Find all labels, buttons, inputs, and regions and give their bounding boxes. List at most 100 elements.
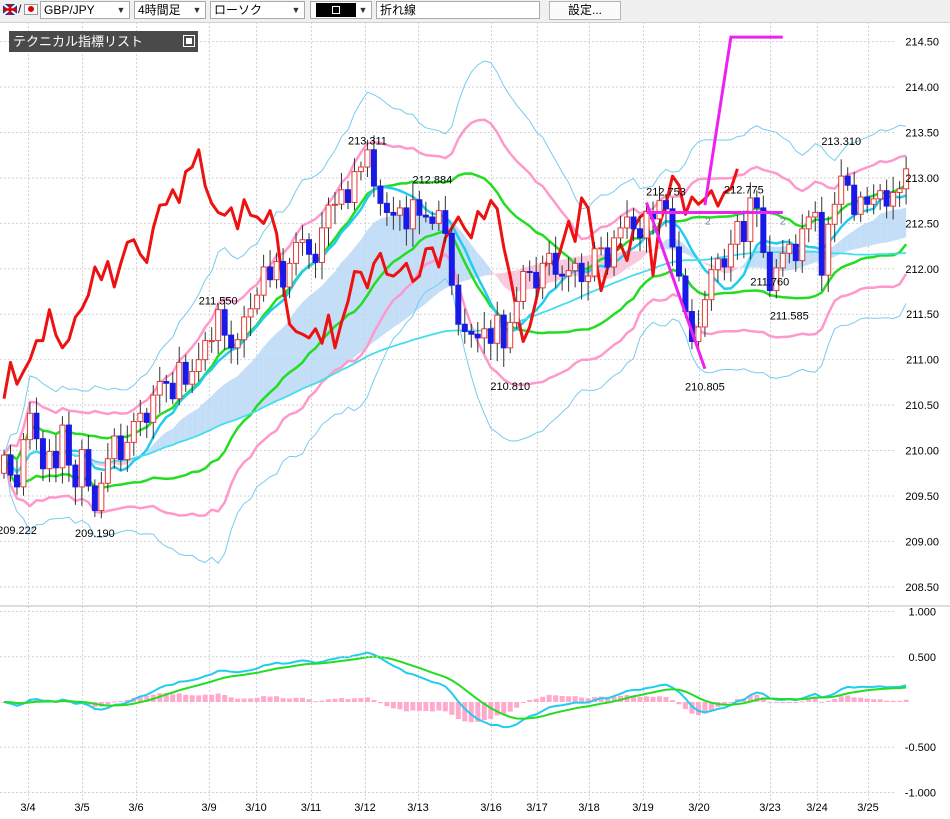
macd-histogram-bar — [540, 696, 546, 702]
chevron-down-icon: ▼ — [358, 5, 368, 15]
candle-body — [481, 328, 488, 339]
macd-histogram-bar — [209, 694, 215, 702]
macd-histogram-bar — [702, 702, 708, 714]
indicator-list-panel[interactable]: テクニカル指標リスト — [9, 31, 198, 52]
candle-body — [714, 258, 721, 271]
candle-body — [474, 333, 481, 339]
cloud-segment — [880, 211, 887, 244]
price-annotation: 213.311 — [348, 136, 387, 148]
macd-histogram-bar — [793, 702, 799, 703]
macd-histogram-bar — [436, 702, 442, 711]
cloud-segment — [347, 247, 355, 364]
cloud-segment — [867, 220, 874, 247]
macd-histogram-bar — [364, 697, 370, 702]
candle-body — [604, 247, 611, 268]
candle-body — [299, 239, 306, 243]
candle-body — [280, 261, 287, 288]
candle-body — [799, 228, 806, 262]
candle-body — [383, 202, 390, 213]
macd-histogram-bar — [235, 698, 241, 702]
candle-body — [753, 197, 760, 209]
chart-style-select[interactable]: ローソク ▼ — [210, 1, 305, 19]
macd-histogram-bar — [780, 702, 786, 703]
cloud-segment — [276, 327, 284, 401]
candle-body — [390, 211, 397, 216]
macd-histogram-bar — [228, 697, 234, 702]
candle-body — [221, 309, 228, 336]
candle-body — [533, 271, 540, 289]
candle-body — [117, 435, 124, 461]
candle-body — [552, 252, 559, 275]
candle-body — [331, 203, 338, 206]
cloud-segment — [854, 225, 861, 250]
candle-body — [857, 196, 864, 215]
lagging-span-line — [2, 148, 739, 399]
macd-histogram-bar — [611, 696, 617, 702]
candle-body — [669, 208, 676, 248]
cloud-segment — [886, 209, 894, 243]
cloud-segment — [334, 262, 342, 374]
indicator-list-title: テクニカル指標リスト — [13, 34, 144, 49]
macd-histogram-bar — [579, 697, 585, 702]
candle-body — [357, 166, 364, 173]
draw-tool-field[interactable]: 折れ線 — [376, 1, 540, 19]
candle-body — [293, 241, 300, 264]
candle-body — [215, 309, 222, 342]
price-tick-label: 209.00 — [905, 536, 939, 548]
bollinger-lower-1 — [2, 229, 908, 489]
price-annotation: 210.805 — [685, 381, 725, 393]
macd-histogram-bar — [163, 692, 169, 702]
macd-histogram-bar — [222, 694, 228, 702]
restore-icon[interactable] — [183, 35, 195, 47]
macd-histogram-bar — [410, 702, 416, 711]
candle-body — [747, 197, 754, 243]
candle-body — [740, 221, 747, 243]
macd-histogram-bar — [377, 702, 383, 704]
date-tick-label: 3/12 — [354, 802, 375, 814]
cloud-segment — [166, 428, 173, 447]
symbol-select[interactable]: GBP/JPY ▼ — [40, 1, 130, 19]
candle-body — [896, 188, 903, 193]
cloud-segment — [633, 251, 641, 265]
settings-button[interactable]: 設定... — [549, 1, 621, 20]
timeframe-select[interactable]: 4時間足 ▼ — [134, 1, 206, 19]
candle-body — [831, 203, 838, 225]
macd-histogram-bar — [832, 698, 838, 702]
macd-histogram-bar — [397, 702, 403, 710]
uk-flag-icon — [3, 4, 17, 15]
price-annotation: 213.310 — [821, 136, 861, 148]
candle-body — [448, 232, 455, 286]
macd-histogram-bar — [248, 698, 254, 702]
candle-body — [643, 211, 650, 239]
macd-histogram-bar — [423, 702, 429, 712]
price-tick-label: 210.50 — [905, 400, 939, 412]
candle-body — [338, 189, 345, 205]
macd-histogram-bar — [760, 697, 766, 702]
candle-body — [195, 359, 202, 372]
candle-body — [208, 340, 215, 343]
macd-histogram-bar — [403, 702, 409, 712]
macd-histogram-bar — [202, 694, 208, 702]
candle-body — [247, 308, 254, 318]
macd-histogram-bar — [877, 699, 883, 702]
uk-flag-cross — [3, 4, 17, 15]
macd-histogram-bar — [903, 699, 909, 702]
price-tick-label: 209.50 — [905, 491, 939, 503]
cloud-segment — [497, 272, 504, 287]
macd-histogram-bar — [111, 701, 117, 703]
macd-histogram-bar — [332, 698, 338, 702]
candle-body — [812, 211, 819, 218]
date-tick-label: 3/16 — [480, 802, 501, 814]
macd-histogram-bar — [176, 693, 182, 702]
macd-histogram-bar — [637, 696, 643, 702]
draw-tool-icon-select[interactable]: ▼ — [310, 1, 372, 19]
price-tick-label: 213.00 — [905, 173, 939, 185]
candle-body — [890, 191, 897, 207]
date-tick-label: 3/19 — [632, 802, 653, 814]
macd-histogram-bar — [871, 699, 877, 702]
macd-histogram-bar — [390, 702, 396, 709]
candle-body — [520, 271, 527, 303]
macd-histogram-bar — [663, 696, 669, 702]
